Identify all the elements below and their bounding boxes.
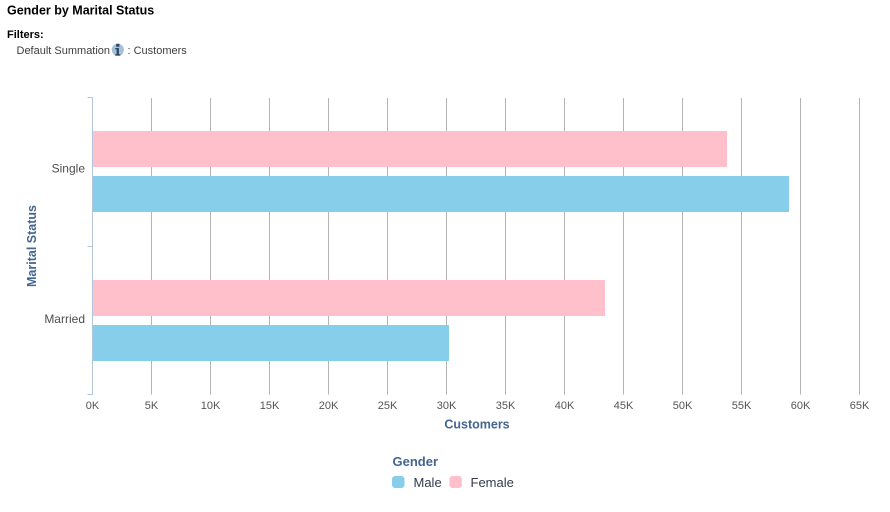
svg-text:35K: 35K: [496, 400, 516, 412]
svg-text:Gender: Gender: [393, 454, 439, 469]
svg-text:Marital Status: Marital Status: [25, 205, 39, 287]
svg-text:5K: 5K: [145, 400, 159, 412]
svg-text:Filters:: Filters:: [7, 29, 44, 41]
svg-text:Customers: Customers: [444, 418, 509, 432]
svg-text:65K: 65K: [850, 400, 870, 412]
svg-text:: Customers: : Customers: [128, 45, 188, 57]
svg-text:15K: 15K: [260, 400, 280, 412]
svg-text:Female: Female: [471, 475, 514, 490]
svg-text:45K: 45K: [614, 400, 634, 412]
svg-text:55K: 55K: [732, 400, 752, 412]
svg-text:Default Summation: Default Summation: [17, 45, 111, 57]
svg-text:Single: Single: [52, 162, 86, 176]
svg-text:10K: 10K: [201, 400, 221, 412]
svg-text:40K: 40K: [555, 400, 575, 412]
svg-text:0K: 0K: [86, 400, 100, 412]
svg-text:30K: 30K: [437, 400, 457, 412]
svg-text:Married: Married: [44, 312, 85, 326]
svg-text:25K: 25K: [378, 400, 398, 412]
svg-text:Male: Male: [414, 475, 442, 490]
svg-text:Gender by Marital Status: Gender by Marital Status: [7, 4, 154, 18]
svg-text:60K: 60K: [791, 400, 811, 412]
svg-text:50K: 50K: [673, 400, 693, 412]
svg-text:20K: 20K: [319, 400, 339, 412]
